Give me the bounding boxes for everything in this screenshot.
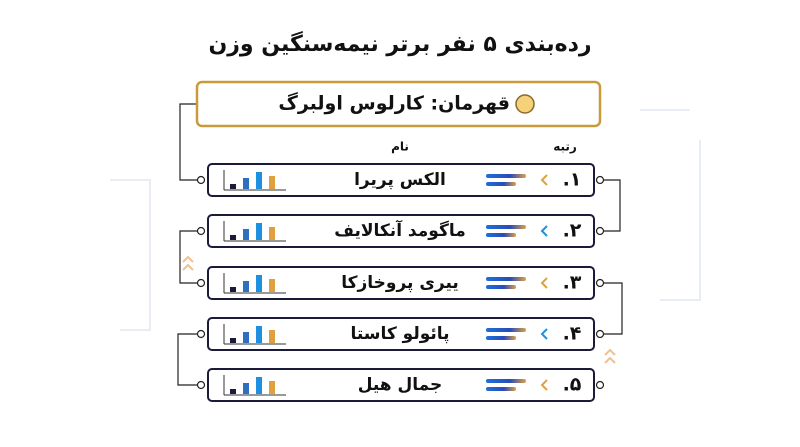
medal-icon (515, 94, 535, 114)
connector-dot (595, 380, 605, 390)
connector-dot (196, 380, 206, 390)
icon-bar (243, 178, 249, 189)
icon-line (486, 225, 526, 229)
connector-dot (595, 175, 605, 185)
icon-bar (230, 338, 236, 343)
icon-bar (256, 172, 262, 189)
connector-dot (595, 226, 605, 236)
arrow-decor (182, 255, 616, 364)
icon-line (486, 233, 516, 237)
icon-bar (269, 279, 275, 292)
connectors (177, 103, 623, 386)
row-rank: ۳. (563, 272, 582, 294)
icon-line (486, 328, 526, 332)
connector-dot (196, 278, 206, 288)
icon-line (486, 285, 516, 289)
chevron (540, 277, 548, 289)
name-header: نام (391, 140, 409, 155)
chevron (540, 328, 548, 340)
icon-line (486, 182, 516, 186)
champion: قهرمان: کارلوس اولبرگ (278, 92, 510, 115)
icon-bar (256, 377, 262, 394)
icon-bar (256, 275, 262, 292)
icon-bar (269, 227, 275, 240)
connector-dot (196, 175, 206, 185)
row-name: پائولو کاستا (350, 324, 449, 344)
champion-box (195, 80, 602, 128)
icon-bar (256, 326, 262, 343)
chevron (540, 379, 548, 391)
chevron (540, 225, 548, 237)
icon-line (486, 277, 526, 281)
connector-dot (196, 226, 206, 236)
icon-bar (230, 184, 236, 189)
icon-line (486, 387, 516, 391)
rows: الکس پریرا ۱. ماگومد آنکالایف ۲. ییری پروخاز… (196, 163, 605, 402)
row-box (207, 163, 595, 197)
connector-dot (595, 329, 605, 339)
row-box (207, 368, 595, 402)
icon-bar (243, 281, 249, 292)
connector-dot (196, 329, 206, 339)
row-name: ماگومد آنکالایف (334, 219, 465, 241)
row-rank: ۴. (563, 323, 582, 345)
row-rank: ۲. (563, 220, 582, 242)
row-box (207, 317, 595, 351)
rank-header: رتبه (553, 140, 577, 154)
title: رده‌بندی ۵ نفر برتر نیمه‌سنگین وزن (208, 30, 591, 57)
icon-bar (256, 223, 262, 240)
row-rank: ۱. (563, 169, 582, 191)
row-name: ییری پروخازکا (341, 273, 459, 293)
icon-bar (230, 235, 236, 240)
chevron (540, 174, 548, 186)
row-name: جمال هیل (358, 375, 443, 395)
icon-line (486, 379, 526, 383)
icon-bar (269, 381, 275, 394)
icon-bar (269, 176, 275, 189)
row-rank: ۵. (563, 374, 582, 396)
row-box (207, 214, 595, 248)
row-box (207, 266, 595, 300)
icon-bar (230, 389, 236, 394)
icon-line (486, 174, 526, 178)
icon-bar (243, 332, 249, 343)
icon-line (486, 336, 516, 340)
row-name: الکس پریرا (354, 170, 446, 190)
icon-bar (230, 287, 236, 292)
icon-bar (243, 383, 249, 394)
icon-bar (243, 229, 249, 240)
icon-bar (269, 330, 275, 343)
connector-dot (595, 278, 605, 288)
background-decor (110, 109, 701, 331)
